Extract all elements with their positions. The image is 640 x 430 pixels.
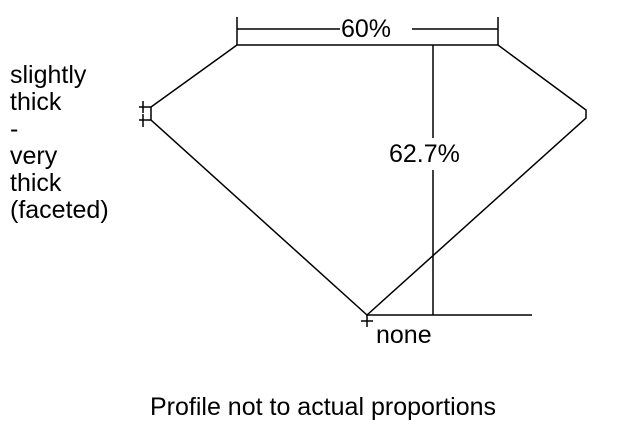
depth-percentage-label: 62.7% — [389, 140, 460, 168]
girdle-label-line: - — [10, 115, 19, 143]
girdle-label: slightly thick - very thick (faceted) — [10, 62, 109, 224]
caption: Profile not to actual proportions — [150, 393, 497, 421]
table-percentage-label: 60% — [341, 15, 392, 43]
girdle-label-line: thick — [10, 169, 62, 197]
girdle-label-line: thick — [10, 88, 62, 116]
girdle-label-line: slightly — [10, 61, 87, 89]
culet-label: none — [376, 321, 432, 349]
girdle-label-line: (faceted) — [10, 196, 109, 224]
gem-outline — [150, 44, 587, 317]
girdle-label-line: very — [10, 142, 58, 170]
